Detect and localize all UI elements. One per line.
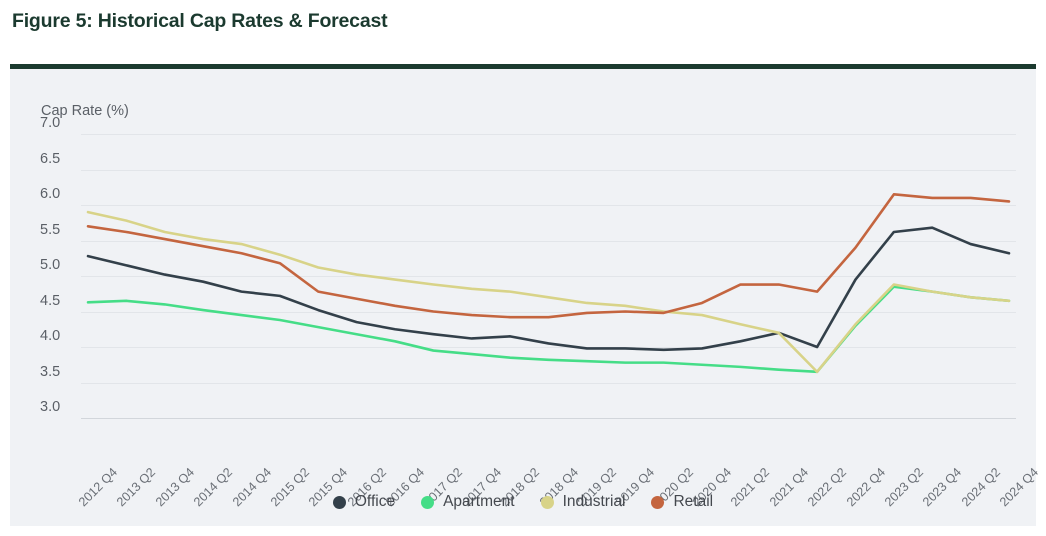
y-axis-tick-label: 3.0 [40, 399, 61, 415]
y-axis-tick-label: 6.5 [40, 150, 61, 167]
gridline [81, 205, 1016, 206]
y-axis-tick-label: 3.5 [40, 363, 61, 380]
legend-dot-icon [651, 495, 665, 509]
series-line-industrial [86, 210, 1011, 374]
legend-dot-icon [421, 495, 435, 509]
y-axis-title: Cap Rate (%) [41, 103, 129, 119]
y-axis-tick-label: 4.0 [40, 328, 61, 344]
y-axis-tick-label: 5.5 [40, 221, 61, 238]
y-axis-tick-label: 5.0 [40, 257, 61, 273]
x-axis-ticks: 2012 Q4 2013 Q2 2013 Q4 2014 Q2 2014 Q4 2015 … [76, 431, 1041, 509]
y-axis-tick-label: 4.5 [40, 292, 61, 309]
legend-item-label: Industrial [562, 493, 626, 510]
legend-item-label: Office [354, 493, 396, 510]
chart-panel: Cap Rate (%) 7.0 6.5 6.0 5.5 5.0 4.5 4.0 3.5 3.0… [10, 64, 1041, 526]
gridline [81, 276, 1016, 277]
series-line-apartment [86, 285, 1011, 374]
legend-item-retail[interactable]: Retail [651, 493, 713, 511]
legend-item-office[interactable]: Office [332, 493, 396, 511]
gridline [81, 311, 1016, 313]
page-title: Figure 5: Historical Cap Rates & Forecas… [12, 10, 388, 32]
y-axis-tick-label: 7.0 [40, 115, 61, 131]
gridline [81, 134, 1016, 135]
legend-item-label: Retail [673, 493, 714, 510]
series-line-office [86, 226, 1011, 352]
chart-legend: Office Apartment Industrial Retail [10, 493, 1036, 511]
y-axis-tick-label: 6.0 [40, 186, 61, 202]
legend-item-apartment[interactable]: Apartment [421, 493, 515, 511]
gridline [81, 418, 1016, 419]
series-lines [86, 193, 1011, 374]
gridline [81, 169, 1016, 171]
legend-item-industrial[interactable]: Industrial [540, 493, 626, 511]
plot-area: 7.0 6.5 6.0 5.5 5.0 4.5 4.0 3.5 3.0 [40, 115, 1026, 427]
legend-item-label: Apartment [443, 493, 515, 510]
legend-dot-icon [332, 495, 346, 509]
gridline [81, 240, 1016, 242]
series-line-retail [86, 193, 1011, 319]
gridline [81, 382, 1016, 384]
legend-dot-icon [540, 495, 554, 509]
gridline [81, 347, 1016, 348]
